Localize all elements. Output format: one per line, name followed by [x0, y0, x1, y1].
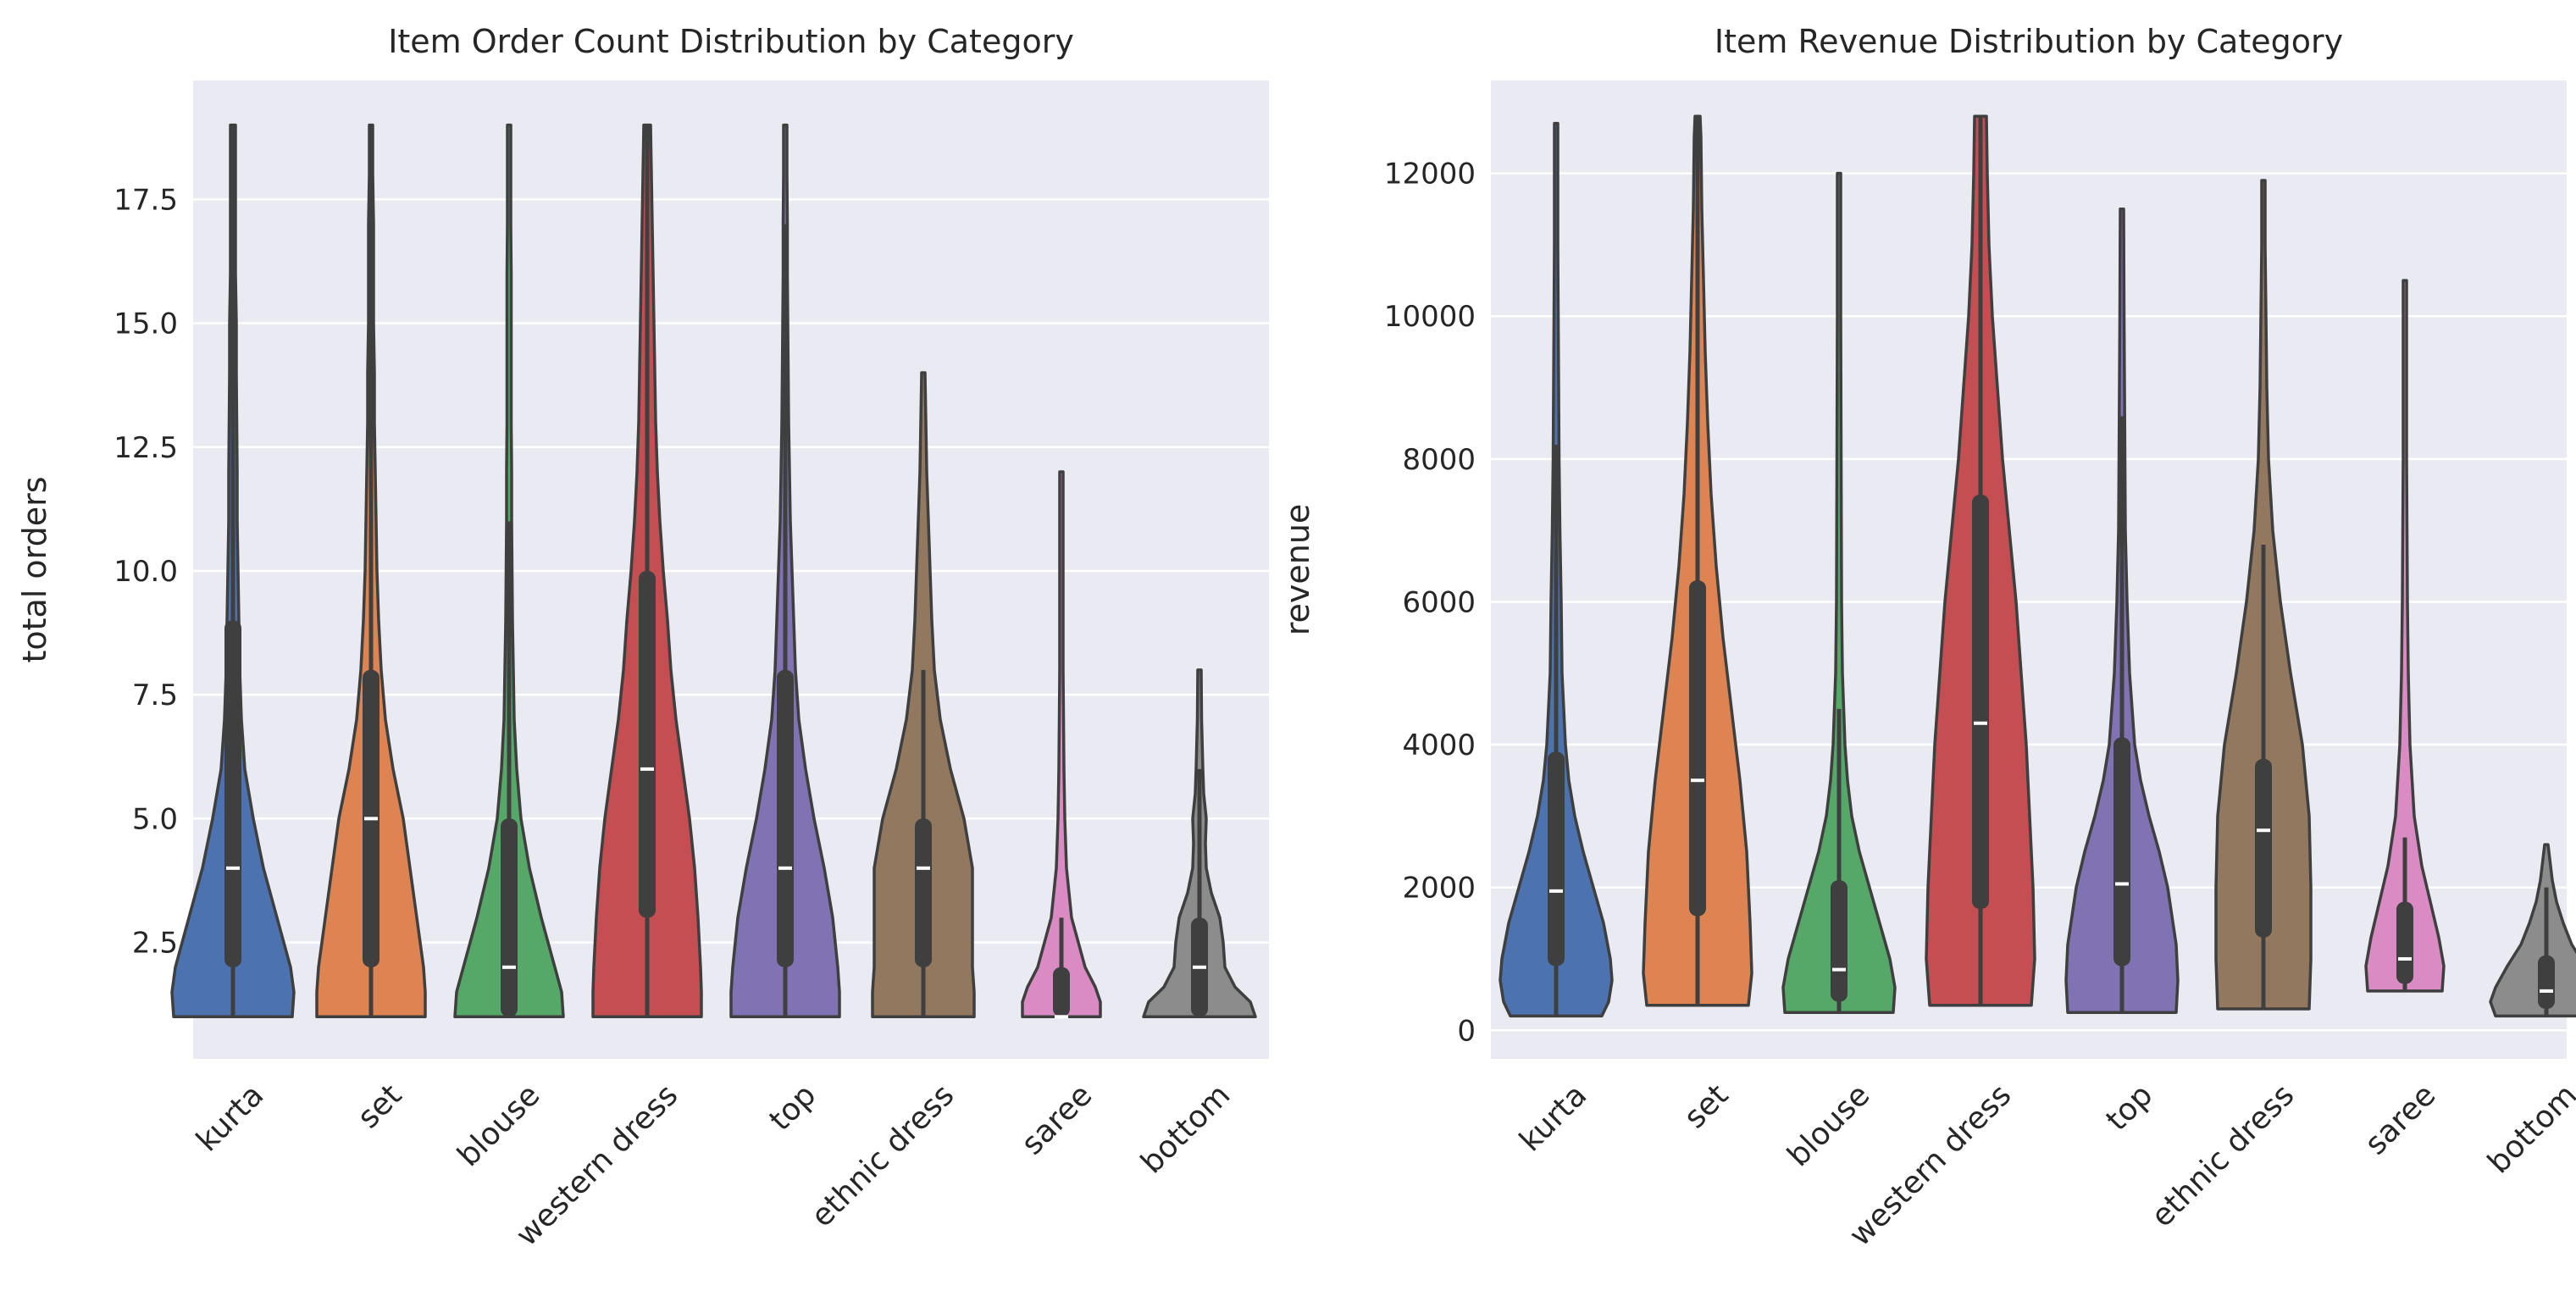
violin-ethnic-dress: [2214, 179, 2313, 1011]
violin-kurta: [1499, 121, 1614, 1018]
iqr-box: [501, 818, 518, 1017]
y-tick-label: 0: [1457, 1014, 1476, 1048]
y-tick-label: 12000: [1384, 158, 1476, 191]
violin-saree: [1021, 470, 1102, 1019]
violin-western-dress: [1925, 114, 2036, 1007]
violin-bottom: [1142, 668, 1257, 1019]
violin-kurta: [170, 123, 296, 1019]
iqr-box: [2113, 737, 2130, 967]
iqr-box: [224, 620, 241, 967]
violin-ethnic-dress: [871, 371, 976, 1019]
violin-body: [2364, 279, 2446, 993]
panel-order-count: 2.5 5.0 7.5 10.0 12.5 15.0 17.5 Item Order Coun…: [16, 23, 1269, 1253]
iqr-box: [1972, 494, 1989, 909]
violin-saree: [2364, 279, 2446, 993]
iqr-box: [2255, 758, 2272, 938]
iqr-box: [1689, 580, 1706, 917]
y-tick-label: 8000: [1402, 443, 1476, 477]
violin-top: [729, 123, 841, 1019]
y-tick-label: 10.0: [114, 555, 178, 589]
violin-set: [1642, 114, 1753, 1007]
iqr-box: [915, 818, 932, 967]
chart-title: Item Revenue Distribution by Category: [1715, 23, 2343, 60]
iqr-box: [1831, 880, 1848, 1002]
iqr-box: [1548, 751, 1565, 967]
y-tick-label: 15.0: [114, 307, 178, 341]
violin-blouse: [453, 123, 565, 1019]
y-axis-label: revenue: [1279, 504, 1316, 636]
violin-body: [1781, 171, 1897, 1014]
y-tick-label: 7.5: [132, 679, 178, 712]
violin-blouse: [1781, 171, 1897, 1014]
violin-western-dress: [591, 123, 703, 1019]
y-tick-label: 2000: [1402, 872, 1476, 906]
y-tick-label: 2.5: [132, 927, 178, 961]
iqr-box: [639, 570, 656, 918]
violin-set: [315, 123, 427, 1019]
violin-bottom: [2489, 843, 2576, 1018]
y-tick-label: 17.5: [114, 183, 178, 217]
y-tick-label: 6000: [1402, 585, 1476, 619]
y-tick-label: 4000: [1402, 729, 1476, 762]
iqr-box: [2538, 955, 2555, 1009]
violin-body: [1021, 470, 1102, 1019]
y-axis-label: total orders: [16, 476, 53, 662]
y-tick-label: 10000: [1384, 300, 1476, 334]
y-tick-label: 12.5: [114, 431, 178, 465]
iqr-box: [2396, 901, 2413, 984]
chart-title: Item Order Count Distribution by Categor…: [388, 23, 1074, 60]
iqr-box: [1053, 967, 1070, 1017]
iqr-box: [777, 669, 794, 967]
y-tick-label: 5.0: [132, 802, 178, 836]
violin-top: [2064, 208, 2180, 1014]
